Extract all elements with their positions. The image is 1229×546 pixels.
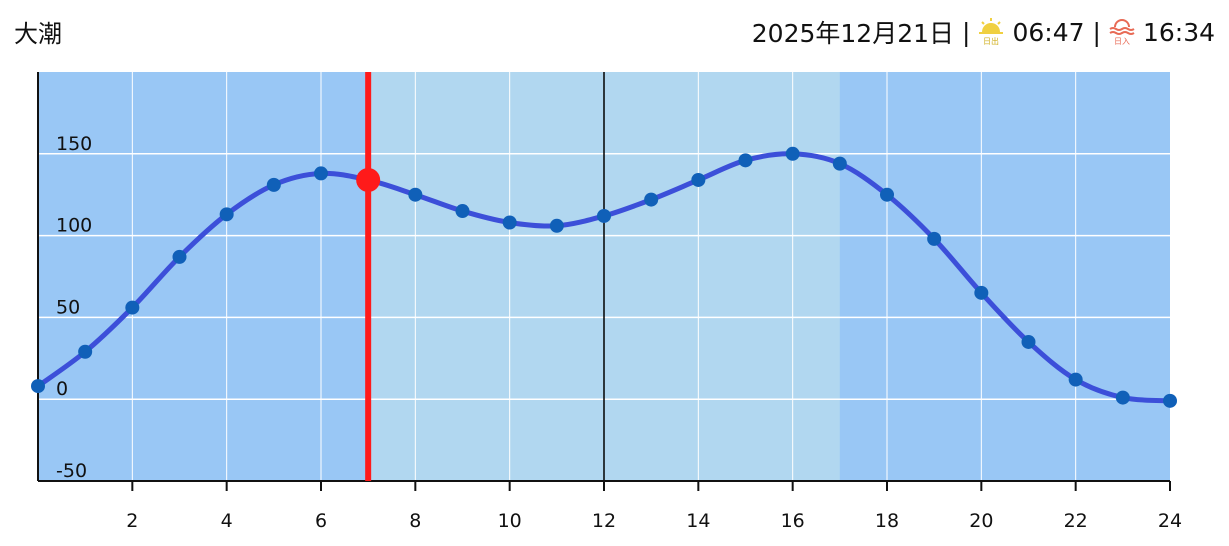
tide-point xyxy=(691,172,706,187)
x-tick-label: 6 xyxy=(315,510,327,532)
tide-point xyxy=(314,166,328,181)
sunset-time: 16:34 xyxy=(1142,17,1215,47)
tide-point xyxy=(266,177,281,192)
tide-point xyxy=(1068,372,1083,387)
y-tick-label: 50 xyxy=(56,296,80,318)
y-tick-label: 0 xyxy=(56,378,68,400)
tide-point xyxy=(172,249,187,264)
tide-point xyxy=(597,208,611,223)
x-tick-label: 22 xyxy=(1064,510,1088,532)
x-tick-label: 18 xyxy=(875,510,899,532)
tide-point xyxy=(1021,334,1036,349)
y-tick-label: 150 xyxy=(56,133,92,155)
tide-point xyxy=(832,156,847,171)
tide-type-title: 大潮 xyxy=(14,20,62,48)
tide-point xyxy=(408,187,423,202)
x-tick-label: 16 xyxy=(781,510,805,532)
sunrise-time: 06:47 xyxy=(1012,17,1085,47)
x-tick-label: 4 xyxy=(221,510,233,532)
x-tick-label: 12 xyxy=(592,510,616,532)
tide-point xyxy=(1163,393,1177,408)
date-text: 2025年12月21日 xyxy=(751,19,955,48)
tide-point xyxy=(455,204,470,219)
sunrise-label: 日出 xyxy=(983,36,999,46)
tide-point xyxy=(78,344,93,359)
x-tick-label: 8 xyxy=(409,510,421,532)
tide-point xyxy=(1115,390,1130,405)
sunset-icon: 日入 xyxy=(1109,19,1135,46)
tide-point xyxy=(125,300,140,315)
separator: | xyxy=(962,17,971,47)
tide-point xyxy=(738,153,753,168)
x-tick-label: 24 xyxy=(1158,510,1182,532)
tide-point xyxy=(644,192,659,207)
sunset-label: 日入 xyxy=(1114,37,1130,46)
x-tick-label: 14 xyxy=(686,510,710,532)
tide-point xyxy=(502,215,517,230)
tide-point xyxy=(880,187,894,202)
current-point xyxy=(356,167,381,192)
x-tick-label: 2 xyxy=(126,510,138,532)
header-info: 2025年12月21日 | 日出 06:47 | 日入 16:34 xyxy=(752,14,1215,50)
tide-point xyxy=(785,146,800,161)
tide-point xyxy=(974,285,989,300)
x-tick-label: 20 xyxy=(969,510,993,532)
tide-point xyxy=(549,218,564,233)
tide-point xyxy=(31,379,45,394)
tide-point xyxy=(927,231,942,246)
x-tick-label: 10 xyxy=(498,510,522,532)
y-tick-label: 100 xyxy=(56,215,92,237)
sunrise-icon: 日出 xyxy=(979,18,1004,46)
separator: | xyxy=(1092,17,1101,47)
tide-point xyxy=(219,207,234,222)
y-tick-label: -50 xyxy=(56,460,87,482)
